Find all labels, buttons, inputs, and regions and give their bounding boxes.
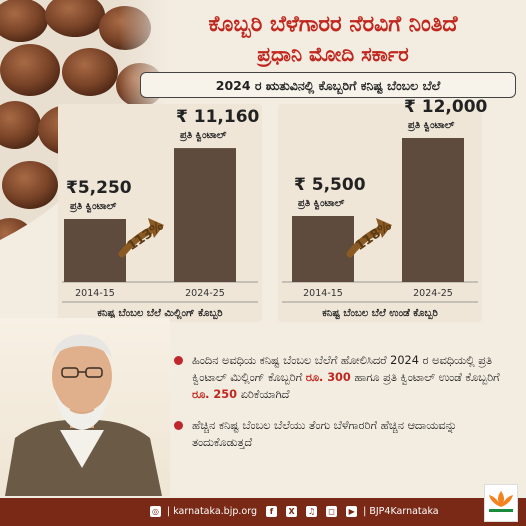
bullet-dot-icon xyxy=(174,356,183,365)
data-label-2-1: ₹ 5,500 xyxy=(294,175,366,195)
growth-arrowhead-icon-1 xyxy=(148,218,164,238)
chart-caption-1: ಕನಿಷ್ಟ ಬೆಂಬಲ ಬೆಲೆ ಮಿಲ್ಲಿಂಗ್ ಕೊಬ್ಬರಿ xyxy=(97,308,223,320)
bjp-logo xyxy=(484,484,518,522)
bar-1-1 xyxy=(64,219,126,282)
globe-icon: ◎ xyxy=(150,506,161,517)
data-label-1-2: ₹ 11,160 xyxy=(176,107,260,127)
subtitle-banner: 2024 ರ ಋತುವಿನಲ್ಲಿ ಕೊಬ್ಬರಿಗೆ ಕನಿಷ್ಟ ಬೆಂಬಲ… xyxy=(140,72,516,98)
bullet-1-highlight-milling: ರೂ. 300 xyxy=(305,371,351,384)
footer-bar: ◎ | karnataka.bjp.org f X ♫ ◻ ▶ | BJP4Karn… xyxy=(0,498,526,526)
sharechat-icon[interactable]: ♫ xyxy=(306,506,318,517)
footer-links: ◎ | karnataka.bjp.org f X ♫ ◻ ▶ | BJP4Karn… xyxy=(150,506,445,517)
unit-label-2-2: ಪ್ರತಿ ಕ್ವಿಂಟಾಲ್ xyxy=(407,120,454,132)
tick-label-2-1: 2014-15 xyxy=(303,288,343,299)
portrait-image xyxy=(0,318,170,496)
unit-label-2-1: ಪ್ರತಿ ಕ್ವಿಂಟಾಲ್ xyxy=(297,198,344,210)
charts-area: ₹5,250 ಪ್ರತಿ ಕ್ವಿಂಟಾಲ್ 2014-15 ₹ 11,160 ಪ್ರತ… xyxy=(62,97,488,321)
page-title-line2: ಪ್ರಧಾನಿ ಮೋದಿ ಸರ್ಕಾರ xyxy=(257,42,409,66)
bar-2-1 xyxy=(292,216,354,282)
unit-label-1-1: ಪ್ರತಿ ಕ್ವಿಂಟಾಲ್ xyxy=(69,201,116,213)
x-icon[interactable]: X xyxy=(286,506,298,517)
bullet-1-highlight-ball: ರೂ. 250 xyxy=(192,388,237,401)
bullet-dot-icon xyxy=(174,421,183,430)
bullet-1-text-end: ಏರಿಕೆಯಾಗಿದೆ xyxy=(237,388,290,401)
footer-handle[interactable]: | BJP4Karnataka xyxy=(363,506,439,517)
facebook-icon[interactable]: f xyxy=(266,506,278,517)
page-title: ಕೊಬ್ಬರಿ ಬೆಳೆಗಾರರ ನೆರವಿಗೆ ನಿಂತಿದೆ xyxy=(208,12,458,37)
data-label-2-2: ₹ 12,000 xyxy=(404,97,488,117)
bullet-1-text-mid: ಹಾಗೂ ಪ್ರತಿ ಕ್ವಿಂಟಾಲ್ ಉಂಡೆ ಕೊಬ್ಬರಿಗೆ xyxy=(350,371,500,384)
data-label-1-1: ₹5,250 xyxy=(66,178,132,198)
instagram-icon[interactable]: ◻ xyxy=(326,506,338,517)
tick-label-1-2: 2024-25 xyxy=(185,288,225,299)
tick-label-2-2: 2024-25 xyxy=(413,288,453,299)
footer-website[interactable]: | karnataka.bjp.org xyxy=(167,506,257,517)
bullet-item-1: ಹಿಂದಿನ ಅವಧಿಯ ಕನಿಷ್ಟ ಬೆಂಬಲ ಬೆಲೆಗೆ ಹೋಲಿಸಿದ… xyxy=(170,352,510,403)
tick-label-1-1: 2014-15 xyxy=(75,288,115,299)
bullet-list: ಹಿಂದಿನ ಅವಧಿಯ ಕನಿಷ್ಟ ಬೆಂಬಲ ಬೆಲೆಗೆ ಹೋಲಿಸಿದ… xyxy=(170,352,510,465)
bullet-item-2: ಹೆಚ್ಚಿನ ಕನಿಷ್ಟ ಬೆಂಬಲ ಬೆಲೆಯು ತೆಂಗು ಬೆಳೆಗಾ… xyxy=(170,417,510,451)
chart-caption-2: ಕನಿಷ್ಟ ಬೆಂಬಲ ಬೆಲೆ ಉಂಡೆ ಕೊಬ್ಬರಿ xyxy=(322,308,438,320)
youtube-icon[interactable]: ▶ xyxy=(346,506,358,517)
growth-arrowhead-icon-2 xyxy=(376,218,392,238)
bar-1-2 xyxy=(174,148,236,282)
bullet-2-text: ಹೆಚ್ಚಿನ ಕನಿಷ್ಟ ಬೆಂಬಲ ಬೆಲೆಯು ತೆಂಗು ಬೆಳೆಗಾ… xyxy=(192,419,457,449)
bar-2-2 xyxy=(402,138,464,282)
unit-label-1-2: ಪ್ರತಿ ಕ್ವಿಂಟಾಲ್ xyxy=(179,130,226,142)
bullet-1-text: ಹಿಂದಿನ ಅವಧಿಯ ಕನಿಷ್ಟ ಬೆಂಬಲ ಬೆಲೆಗೆ ಹೋಲಿಸಿದ… xyxy=(192,354,493,384)
